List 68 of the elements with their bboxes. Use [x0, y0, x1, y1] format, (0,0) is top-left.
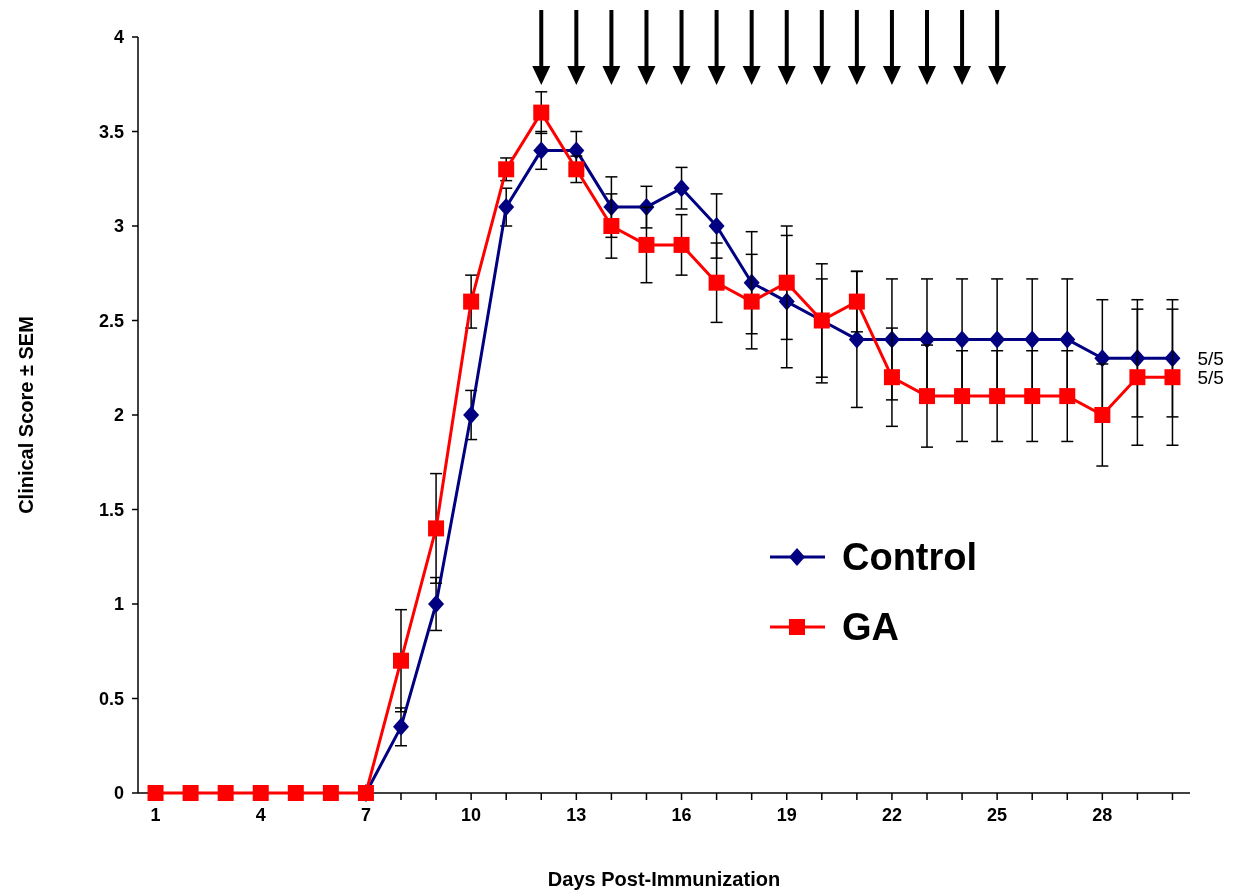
point [287, 785, 304, 801]
x-tick-label: 1 [150, 805, 161, 825]
point [1094, 349, 1111, 368]
point [322, 785, 339, 801]
x-axis-title: Days Post-Immunization [547, 868, 781, 890]
y-tick-label: 0.5 [98, 688, 124, 709]
y-tick-label: 2.5 [98, 310, 124, 331]
legend-label: Control [842, 536, 978, 579]
point [673, 236, 690, 253]
point [147, 785, 164, 801]
point [428, 520, 445, 537]
point [954, 388, 971, 405]
point [848, 293, 865, 310]
point [252, 785, 269, 801]
point [568, 141, 585, 160]
point [393, 717, 409, 736]
point [954, 330, 971, 349]
point [463, 406, 480, 424]
point [1059, 388, 1076, 405]
point [217, 785, 234, 801]
point [1024, 388, 1041, 405]
x-tick-label: 13 [566, 805, 587, 825]
point [778, 274, 795, 291]
point [883, 369, 900, 386]
point [708, 274, 725, 291]
x-tick-label: 16 [671, 805, 692, 825]
point [1164, 369, 1181, 386]
x-tick-label: 28 [1092, 805, 1113, 825]
point [743, 293, 760, 310]
point [568, 161, 585, 178]
x-tick-label: 7 [360, 805, 371, 825]
y-tick-label: 1 [113, 594, 124, 615]
x-tick-label: 22 [881, 805, 902, 825]
point [989, 388, 1006, 405]
point [638, 236, 655, 253]
point [989, 330, 1006, 349]
point [182, 785, 199, 801]
y-tick-label: 1.5 [98, 499, 124, 520]
y-tick-label: 0 [113, 783, 124, 804]
point [1024, 330, 1041, 349]
annotation: 5/5 [1197, 347, 1224, 369]
point [1059, 330, 1076, 349]
point [1094, 407, 1111, 423]
point [533, 104, 550, 121]
point [708, 217, 725, 235]
point [428, 595, 445, 613]
point [533, 141, 550, 160]
point [848, 330, 865, 349]
y-tick-label: 2 [113, 405, 124, 426]
y-tick-label: 3.5 [98, 121, 124, 142]
x-tick-label: 25 [987, 805, 1008, 825]
point [393, 652, 409, 669]
annotation: 5/5 [1197, 366, 1224, 388]
point [463, 293, 480, 310]
legend-label: GA [842, 606, 899, 649]
x-tick-label: 19 [776, 805, 797, 825]
point [919, 330, 935, 349]
y-tick-label: 4 [113, 27, 124, 48]
point [919, 388, 935, 405]
point [673, 179, 690, 198]
x-tick-label: 4 [255, 805, 266, 825]
y-tick-label: 3 [113, 216, 124, 237]
x-tick-label: 10 [461, 805, 482, 825]
point [498, 198, 515, 217]
point [1129, 369, 1146, 386]
point [603, 218, 620, 234]
y-axis-title: Clinical Score ± SEM [15, 316, 37, 514]
point [498, 161, 515, 178]
